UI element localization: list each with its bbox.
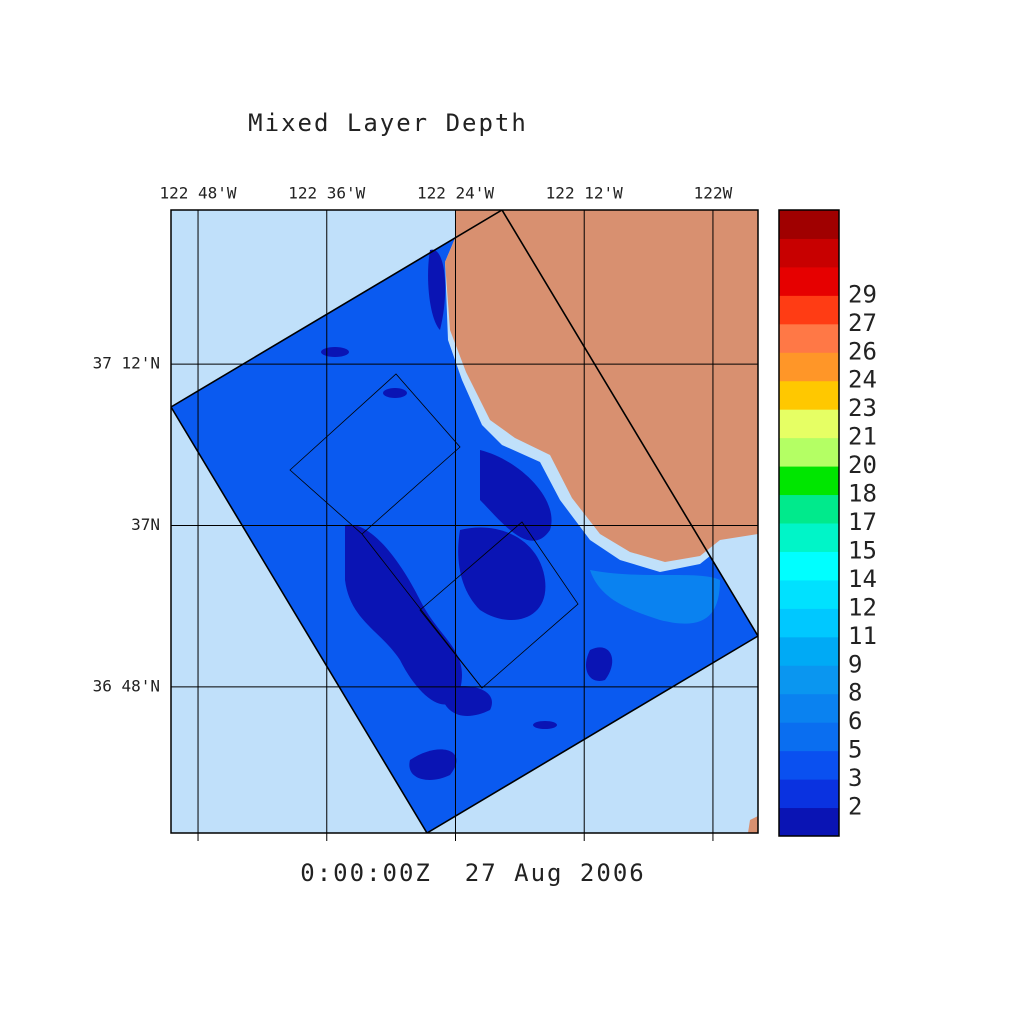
colorbar-swatch [779, 750, 839, 780]
colorbar-label: 5 [848, 736, 862, 764]
colorbar-label: 18 [848, 480, 877, 508]
colorbar-swatch [779, 295, 839, 325]
colorbar-swatch [779, 636, 839, 666]
colorbar-swatch [779, 466, 839, 496]
colorbar-swatch [779, 210, 839, 239]
lat-tick-label: 36 48'N [93, 676, 160, 695]
colorbar-swatch [779, 579, 839, 609]
lon-tick-label: 122 12'W [546, 184, 623, 203]
colorbar-swatch [779, 437, 839, 467]
colorbar-label: 26 [848, 337, 877, 365]
colorbar-swatch [779, 551, 839, 581]
colorbar-label: 3 [848, 764, 862, 792]
map-area [171, 210, 758, 833]
colorbar-label: 2 [848, 793, 862, 821]
colorbar-label: 8 [848, 679, 862, 707]
colorbar-swatch [779, 779, 839, 809]
colorbar-swatch [779, 693, 839, 723]
land [445, 210, 758, 562]
lat-tick-label: 37N [131, 515, 160, 534]
colorbar-swatch [779, 722, 839, 752]
lon-tick-label: 122 48'W [160, 184, 237, 203]
nested-box-edge [361, 533, 483, 689]
colorbar-swatch [779, 323, 839, 353]
colorbar-swatch [779, 352, 839, 382]
colorbar-label: 15 [848, 536, 877, 564]
model-domain [171, 210, 758, 833]
timestamp: 0:00:00Z 27 Aug 2006 [300, 859, 645, 887]
colorbar-label: 6 [848, 707, 862, 735]
colorbar-swatch [779, 238, 839, 268]
colorbar-swatch [779, 494, 839, 524]
colorbar-swatch [779, 807, 839, 837]
colorbar-label: 21 [848, 423, 877, 451]
colorbar-swatch [779, 266, 839, 296]
domain-outline [171, 210, 758, 833]
colorbar-label: 14 [848, 565, 877, 593]
title: Mixed Layer Depth [248, 109, 528, 137]
colorbar-swatch [779, 523, 839, 552]
lon-tick-label: 122W [694, 184, 733, 203]
deep-mixed-layer [321, 249, 613, 780]
colorbar-label: 9 [848, 650, 862, 678]
colorbar-swatch [779, 380, 839, 410]
colorbar-label: 11 [848, 622, 877, 650]
colorbar-label: 23 [848, 394, 877, 422]
shallow-mixed-layer [590, 570, 720, 624]
colorbar-frame [778, 209, 840, 837]
lon-tick-label: 122 24'W [417, 184, 494, 203]
nested-box [289, 373, 461, 535]
lon-tick-label: 122 36'W [288, 184, 365, 203]
colorbar-label: 24 [848, 366, 877, 394]
colorbar-label: 29 [848, 280, 877, 308]
colorbar-label: 27 [848, 309, 877, 337]
colorbar-swatch [779, 665, 839, 695]
land [748, 816, 758, 833]
lat-tick-label: 37 12'N [93, 354, 160, 373]
map-frame [170, 209, 759, 834]
colorbar-label: 20 [848, 451, 877, 479]
colorbar-label: 17 [848, 508, 877, 536]
colorbar-swatch [779, 608, 839, 638]
colorbar-label: 12 [848, 593, 877, 621]
colorbar-swatch [779, 409, 839, 439]
